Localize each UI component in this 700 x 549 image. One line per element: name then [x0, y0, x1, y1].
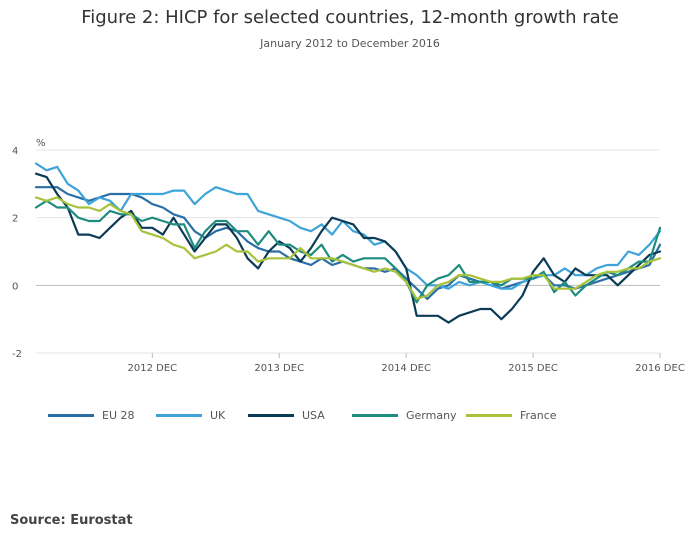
legend-swatch — [248, 414, 294, 417]
gridlines — [36, 149, 660, 354]
y-tick-label: -2 — [12, 349, 22, 360]
x-tick-label: 2015 DEC — [508, 363, 558, 374]
y-axis-label: % — [36, 138, 46, 149]
legend-label: USA — [302, 409, 325, 422]
x-tick-label: 2012 DEC — [128, 363, 178, 374]
x-tick-label: 2014 DEC — [381, 363, 431, 374]
y-tick-label: 0 — [12, 281, 18, 292]
y-tick-label: 4 — [12, 146, 18, 157]
y-tick-label: 2 — [12, 214, 18, 225]
x-axis: 2012 DEC 2013 DEC 2014 DEC 2015 DEC 2016 DEC — [128, 353, 685, 374]
legend-swatch — [48, 414, 94, 417]
series-lines — [34, 162, 662, 324]
series-line-uk — [34, 162, 662, 290]
legend-label: France — [520, 409, 557, 422]
source-note: Source: Eurostat — [10, 513, 133, 528]
legend-item-uk[interactable]: UK — [156, 409, 248, 422]
legend-label: Germany — [406, 409, 457, 422]
x-tick-label: 2016 DEC — [635, 363, 685, 374]
legend-swatch — [156, 414, 202, 417]
legend-label: UK — [210, 409, 226, 422]
legend-item-france[interactable]: France — [466, 409, 576, 422]
legend-item-eu-28[interactable]: EU 28 — [48, 409, 156, 422]
legend-swatch — [466, 414, 512, 417]
chart-title: Figure 2: HICP for selected countries, 1… — [81, 7, 619, 28]
series-line-france — [34, 196, 662, 300]
legend-swatch — [352, 414, 398, 417]
line-chart: 420-2 2012 DEC 2013 DEC 2014 DEC 2015 DEC 20… — [12, 138, 685, 374]
legend-item-usa[interactable]: USA — [248, 409, 352, 422]
y-axis: 4 2 0 -2 — [12, 146, 22, 360]
series-line-eu-28 — [34, 186, 662, 300]
chart-subtitle: January 2012 to December 2016 — [260, 37, 440, 50]
x-tick-label: 2013 DEC — [254, 363, 304, 374]
legend-item-germany[interactable]: Germany — [352, 409, 466, 422]
legend: EU 28 UK USA Germany France — [48, 409, 576, 422]
series-line-germany — [34, 199, 662, 304]
legend-label: EU 28 — [102, 409, 135, 422]
series-line-usa — [34, 172, 662, 324]
